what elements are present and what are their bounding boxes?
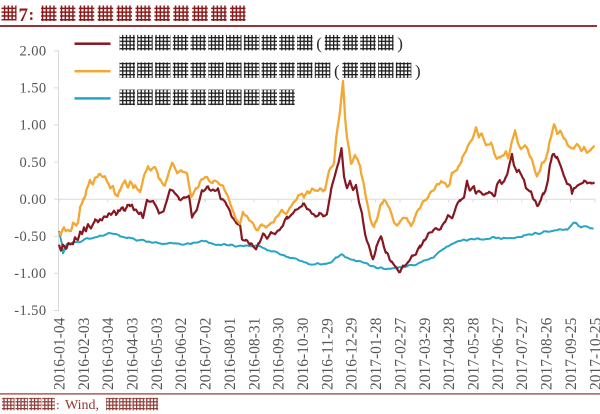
- svg-text:2017-02-27: 2017-02-27: [392, 317, 409, 390]
- svg-text:2016-04-03: 2016-04-03: [125, 317, 142, 390]
- svg-text:-0.50: -0.50: [14, 229, 46, 245]
- svg-text:2017-10-25: 2017-10-25: [587, 317, 600, 390]
- svg-text:7: 7: [19, 5, 29, 26]
- svg-text:2017-08-26: 2017-08-26: [539, 317, 556, 390]
- svg-text:2016-09-30: 2016-09-30: [271, 317, 288, 390]
- svg-text:2017-01-28: 2017-01-28: [368, 317, 385, 390]
- svg-text:2.00: 2.00: [20, 44, 47, 60]
- svg-text:-1.50: -1.50: [14, 303, 46, 319]
- svg-text:2016-02-03: 2016-02-03: [76, 317, 93, 390]
- svg-text:2016-06-02: 2016-06-02: [173, 318, 190, 390]
- svg-text:2016-01-04: 2016-01-04: [51, 317, 68, 390]
- svg-text:Wind,: Wind,: [65, 398, 99, 413]
- svg-text:2017-03-29: 2017-03-29: [417, 317, 434, 390]
- svg-text:2016-03-04: 2016-03-04: [100, 317, 117, 390]
- svg-text::: :: [56, 397, 60, 412]
- svg-text:0.50: 0.50: [20, 155, 47, 171]
- svg-text:2017-06-27: 2017-06-27: [490, 317, 507, 390]
- svg-text:2016-08-01: 2016-08-01: [222, 318, 239, 390]
- svg-text:2017-09-25: 2017-09-25: [563, 317, 580, 390]
- svg-text:2016-08-31: 2016-08-31: [246, 318, 263, 390]
- svg-text:2016-11-29: 2016-11-29: [319, 318, 336, 390]
- svg-text:(: (: [316, 34, 322, 53]
- svg-text:0.00: 0.00: [20, 192, 47, 208]
- svg-text:2016-07-02: 2016-07-02: [198, 318, 215, 390]
- svg-text:2017-05-28: 2017-05-28: [466, 317, 483, 390]
- svg-text:2016-12-29: 2016-12-29: [344, 317, 361, 390]
- svg-text:2017-07-27: 2017-07-27: [514, 317, 531, 390]
- svg-text::: :: [29, 5, 35, 24]
- svg-text:): ): [415, 61, 421, 80]
- svg-text:-1.00: -1.00: [14, 266, 46, 282]
- svg-text:1.00: 1.00: [20, 118, 47, 134]
- svg-text:1.50: 1.50: [20, 81, 47, 97]
- svg-text:(: (: [334, 61, 340, 80]
- svg-text:): ): [397, 34, 403, 53]
- svg-text:2016-05-03: 2016-05-03: [149, 317, 166, 390]
- svg-text:2017-04-28: 2017-04-28: [441, 317, 458, 390]
- svg-text:2016-10-30: 2016-10-30: [295, 317, 312, 390]
